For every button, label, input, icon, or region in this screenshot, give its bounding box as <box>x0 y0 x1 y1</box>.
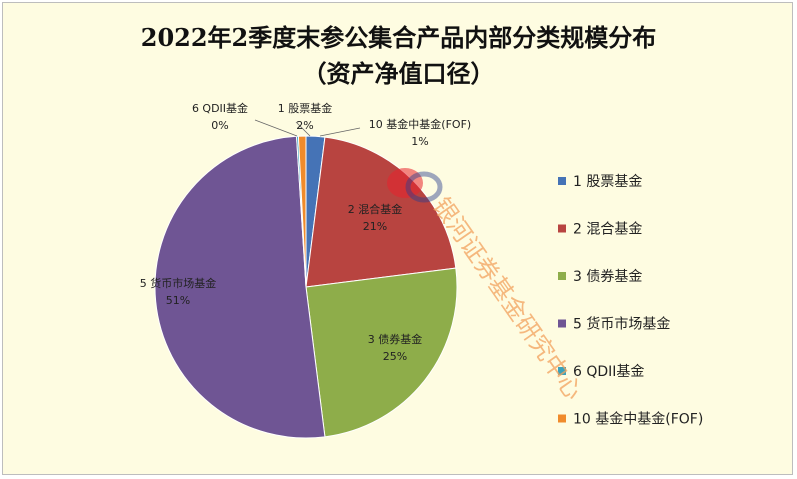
data-label-percent: 51% <box>166 294 190 307</box>
title-line-2: （资产净值口径） <box>302 59 495 88</box>
data-label-name: 10 基金中基金(FOF) <box>369 117 471 131</box>
legend-item-label: 10 基金中基金(FOF) <box>573 411 703 428</box>
legend-item-label: 1 股票基金 <box>573 173 642 190</box>
legend-swatch <box>558 367 566 375</box>
legend-item-label: 2 混合基金 <box>573 221 642 238</box>
leader-line <box>254 119 298 137</box>
legend-swatch <box>558 177 566 185</box>
data-label-name: 1 股票基金 <box>278 101 333 115</box>
leader-lines <box>254 119 361 137</box>
slice-3 <box>305 267 458 438</box>
legend-swatch <box>558 272 566 280</box>
slice-10-fof <box>297 135 307 288</box>
data-label-percent: 2% <box>296 119 313 132</box>
legend-item-label: 6 QDII基金 <box>573 363 644 380</box>
slice-5 <box>154 135 326 439</box>
data-label-name: 3 债券基金 <box>368 332 423 346</box>
legend-swatch <box>558 319 566 328</box>
data-label-name: 5 货币市场基金 <box>140 276 217 290</box>
data-label-percent: 25% <box>383 350 407 363</box>
chart-title: 2022年2季度末参公集合产品内部分类规模分布 （资产净值口径） <box>0 20 797 92</box>
watermark-logo-ring <box>405 171 443 203</box>
legend-item-label: 5 货币市场基金 <box>573 316 670 333</box>
legend: 1 股票基金 2 混合基金 3 债券基金 5 货币市场基金 6 QDII基金 10 基金中… <box>558 173 703 428</box>
pie-slices <box>154 135 458 439</box>
title-line-1: 2022年2季度末参公集合产品内部分类规模分布 <box>140 23 657 52</box>
data-label-percent: 21% <box>363 220 387 233</box>
data-label-percent: 1% <box>411 135 428 148</box>
data-label-name: 6 QDII基金 <box>192 101 248 115</box>
data-label-name: 2 混合基金 <box>348 202 403 216</box>
legend-swatch <box>558 224 566 233</box>
legend-item-label: 3 债券基金 <box>573 268 642 285</box>
leader-line <box>295 121 311 137</box>
legend-swatch <box>558 414 566 423</box>
data-labels: 1 股票基金 2% 2 混合基金 21% 3 债券基金 25% 5 货币市场基金 51% 6 Q… <box>140 101 471 363</box>
leader-line <box>319 127 361 137</box>
data-label-percent: 0% <box>211 119 228 132</box>
watermark-logo-icon <box>387 168 423 198</box>
